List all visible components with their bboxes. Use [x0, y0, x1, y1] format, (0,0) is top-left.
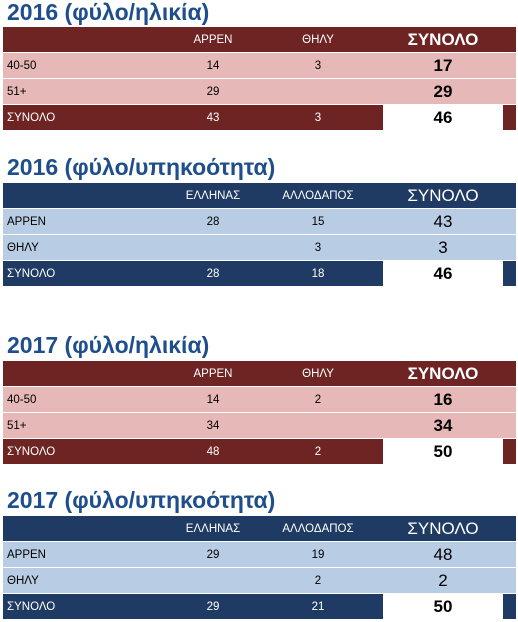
- section-title: 2017 (φύλο/υπηκοότητα): [7, 487, 276, 513]
- column-header: ΕΛΛΗΝΑΣ: [185, 523, 241, 535]
- row-total-cell: 16: [433, 390, 453, 409]
- table-cell: [263, 413, 373, 439]
- data-table: ΑΡΡΕΝ ΘΗΛΥ ΣΥΝΟΛΟ 40-50 14 2 16 51+ 34 3…: [3, 361, 516, 465]
- row-label: ΣΥΝΟΛΟ: [7, 446, 56, 458]
- row-total-cell: 43: [433, 212, 453, 231]
- table-cell: 34: [206, 420, 220, 432]
- table-row: 40-50 14 2 16: [3, 387, 516, 413]
- table-cell: 29: [206, 601, 220, 613]
- section-title: 2017 (φύλο/ηλικία): [7, 332, 210, 358]
- column-header: ΕΛΛΗΝΑΣ: [185, 190, 241, 202]
- row-total-cell: 2: [438, 571, 448, 590]
- table-header-row: ΕΛΛΗΝΑΣ ΑΛΛΟΔΑΠΟΣ ΣΥΝΟΛΟ: [3, 183, 516, 209]
- table-header-row: ΑΡΡΕΝ ΘΗΛΥ ΣΥΝΟΛΟ: [3, 27, 516, 53]
- table-cell: 3: [314, 60, 322, 72]
- total-value-background: [383, 105, 503, 131]
- row-label: ΑΡΡΕΝ: [7, 549, 46, 561]
- section-title: 2016 (φύλο/ηλικία): [7, 0, 210, 25]
- table-cell: 29: [206, 549, 220, 561]
- row-total-cell: 3: [438, 238, 448, 257]
- table-cell: 43: [206, 112, 220, 124]
- row-total-cell: 29: [433, 82, 453, 101]
- row-label: 40-50: [7, 60, 37, 72]
- table-cell: 3: [314, 112, 322, 124]
- row-label: ΘΗΛΥ: [7, 575, 39, 587]
- total-value-background: [383, 439, 503, 465]
- table-total-row: ΣΥΝΟΛΟ 29 21 50: [3, 594, 516, 620]
- table-cell: [158, 568, 268, 594]
- table-cell: 28: [206, 268, 220, 280]
- table-cell: 28: [206, 216, 220, 228]
- section-title: 2016 (φύλο/υπηκοότητα): [7, 154, 276, 180]
- table-header-row: ΕΛΛΗΝΑΣ ΑΛΛΟΔΑΠΟΣ ΣΥΝΟΛΟ: [3, 516, 516, 542]
- column-header: ΣΥΝΟΛΟ: [407, 186, 479, 205]
- row-label: ΘΗΛΥ: [7, 242, 39, 254]
- row-label: 51+: [7, 86, 27, 98]
- data-table: ΑΡΡΕΝ ΘΗΛΥ ΣΥΝΟΛΟ 40-50 14 3 17 51+ 29 2…: [3, 27, 516, 131]
- column-header: ΣΥΝΟΛΟ: [407, 519, 479, 538]
- column-header: ΣΥΝΟΛΟ: [407, 364, 479, 383]
- table-cell: 14: [206, 394, 220, 406]
- table-cell: 2: [314, 575, 322, 587]
- table-header-row: ΑΡΡΕΝ ΘΗΛΥ ΣΥΝΟΛΟ: [3, 361, 516, 387]
- table-row: 40-50 14 3 17: [3, 53, 516, 79]
- row-total-cell: 34: [433, 416, 453, 435]
- row-label: 51+: [7, 420, 27, 432]
- row-total-cell: 48: [433, 545, 453, 564]
- table-row: ΘΗΛΥ 3 3: [3, 235, 516, 261]
- table-row: 51+ 34 34: [3, 413, 516, 439]
- row-label: ΣΥΝΟΛΟ: [7, 601, 56, 613]
- column-header: ΘΗΛΥ: [302, 368, 334, 380]
- table-cell: 29: [206, 86, 220, 98]
- table-row: ΘΗΛΥ 2 2: [3, 568, 516, 594]
- total-value-background: [383, 594, 503, 620]
- data-table: ΕΛΛΗΝΑΣ ΑΛΛΟΔΑΠΟΣ ΣΥΝΟΛΟ ΑΡΡΕΝ 28 15 43 …: [3, 183, 516, 287]
- row-label: ΑΡΡΕΝ: [7, 216, 46, 228]
- grand-total-cell: 50: [433, 597, 453, 616]
- table-cell: 2: [314, 394, 322, 406]
- table-cell: 15: [311, 216, 325, 228]
- table-cell: [263, 79, 373, 105]
- table-cell: 14: [206, 60, 220, 72]
- column-header: ΘΗΛΥ: [302, 34, 334, 46]
- table-cell: 3: [314, 242, 322, 254]
- table-row: ΑΡΡΕΝ 28 15 43: [3, 209, 516, 235]
- grand-total-cell: 46: [433, 264, 453, 283]
- table-cell: 2: [314, 446, 322, 458]
- table-cell: 48: [206, 446, 220, 458]
- grand-total-cell: 50: [433, 442, 453, 461]
- table-row: 51+ 29 29: [3, 79, 516, 105]
- row-label: ΣΥΝΟΛΟ: [7, 268, 56, 280]
- grand-total-cell: 46: [433, 108, 453, 127]
- table-total-row: ΣΥΝΟΛΟ 43 3 46: [3, 105, 516, 131]
- table-cell: 19: [311, 549, 325, 561]
- table-total-row: ΣΥΝΟΛΟ 48 2 50: [3, 439, 516, 465]
- row-label: 40-50: [7, 394, 37, 406]
- table-row: ΑΡΡΕΝ 29 19 48: [3, 542, 516, 568]
- column-header: ΑΛΛΟΔΑΠΟΣ: [282, 190, 354, 202]
- table-cell: 18: [311, 268, 325, 280]
- data-table: ΕΛΛΗΝΑΣ ΑΛΛΟΔΑΠΟΣ ΣΥΝΟΛΟ ΑΡΡΕΝ 29 19 48 …: [3, 516, 516, 620]
- table-cell: 21: [311, 601, 325, 613]
- column-header: ΑΛΛΟΔΑΠΟΣ: [282, 523, 354, 535]
- row-total-cell: 17: [433, 56, 453, 75]
- table-cell: [158, 235, 268, 261]
- row-label: ΣΥΝΟΛΟ: [7, 112, 56, 124]
- column-header: ΑΡΡΕΝ: [193, 34, 233, 46]
- total-value-background: [383, 261, 503, 287]
- table-total-row: ΣΥΝΟΛΟ 28 18 46: [3, 261, 516, 287]
- column-header: ΑΡΡΕΝ: [193, 368, 233, 380]
- column-header: ΣΥΝΟΛΟ: [407, 30, 479, 49]
